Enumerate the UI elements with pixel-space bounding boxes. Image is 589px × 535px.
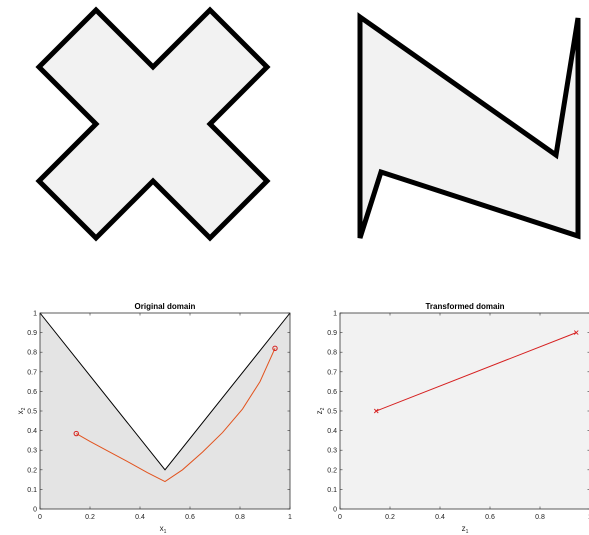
segment-endpoints	[373, 330, 579, 414]
y-tick-label: 0.6	[27, 389, 37, 396]
y-axis-label: z2	[315, 407, 326, 414]
domain-boundary-line	[39, 312, 291, 471]
y-tick-label: 0	[333, 507, 337, 514]
x-tick-label: 1	[288, 514, 292, 521]
axes-background	[340, 313, 589, 509]
axes-title: Transformed domain	[425, 302, 504, 311]
mapped-path-segment	[376, 332, 577, 412]
y-tick-label: 0.9	[327, 330, 337, 337]
y-tick-label: 0.2	[327, 467, 337, 474]
path-endpoints	[73, 345, 278, 437]
x-tick-label: 0	[338, 514, 342, 521]
x-axis-label: x1	[160, 524, 167, 535]
x-tick-label: 0.6	[185, 514, 195, 521]
y-tick-label: 0.4	[27, 428, 37, 435]
y-tick-label: 0.5	[327, 409, 337, 416]
z-shape	[357, 12, 581, 240]
y-tick-label: 0.4	[327, 428, 337, 435]
y-tick-label: 1	[333, 311, 337, 318]
cross-shape	[35, 6, 271, 242]
y-tick-label: 0.3	[27, 448, 37, 455]
y-tick-label: 0.8	[27, 350, 37, 357]
y-tick-label: 0.7	[327, 369, 337, 376]
y-tick-label: 1	[33, 311, 37, 318]
endpoint-marker	[73, 430, 79, 437]
x-tick-label: 0.2	[385, 514, 395, 521]
y-tick-label: 0.3	[327, 448, 337, 455]
y-tick-label: 0.6	[327, 389, 337, 396]
axes-ticks: 0 0.2 0.4 0.6 0.8 1 0 0.1 0.2 0.3 0.4 0.5 0.6 0.7 0.8 0…	[27, 311, 292, 522]
y-tick-label: 0.9	[27, 330, 37, 337]
y-tick-label: 0.7	[27, 369, 37, 376]
transformed-domain-axes: 0 0.2 0.4 0.6 0.8 1 0 0.1 0.2 0.3 0.4 0.5 0.6 0.7 0.8 0…	[315, 302, 589, 535]
x-tick-label: 0.2	[85, 514, 95, 521]
x-tick-label: 0.8	[235, 514, 245, 521]
y-tick-label: 0.1	[327, 487, 337, 494]
original-domain-axes: 0 0.2 0.4 0.6 0.8 1 0 0.1 0.2 0.3 0.4 0.5 0.6 0.7 0.8 0…	[16, 302, 292, 535]
endpoint-marker	[373, 408, 379, 414]
x-tick-label: 0.6	[485, 514, 495, 521]
x-tick-label: 0.4	[135, 514, 145, 521]
x-axis-label: z1	[462, 524, 469, 535]
y-tick-label: 0	[33, 507, 37, 514]
endpoint-marker	[573, 330, 579, 335]
y-axis-label: x2	[16, 407, 27, 414]
y-tick-label: 0.1	[27, 487, 37, 494]
y-tick-label: 0.8	[327, 350, 337, 357]
mapped-path-curve	[76, 348, 276, 483]
axes-title: Original domain	[135, 302, 196, 311]
x-tick-label: 0.4	[435, 514, 445, 521]
x-tick-label: 0.8	[535, 514, 545, 521]
y-tick-label: 0.2	[27, 467, 37, 474]
endpoint-marker	[272, 345, 278, 351]
y-tick-label: 0.5	[27, 409, 37, 416]
x-tick-label: 0	[38, 514, 42, 521]
domain-region	[40, 313, 290, 509]
